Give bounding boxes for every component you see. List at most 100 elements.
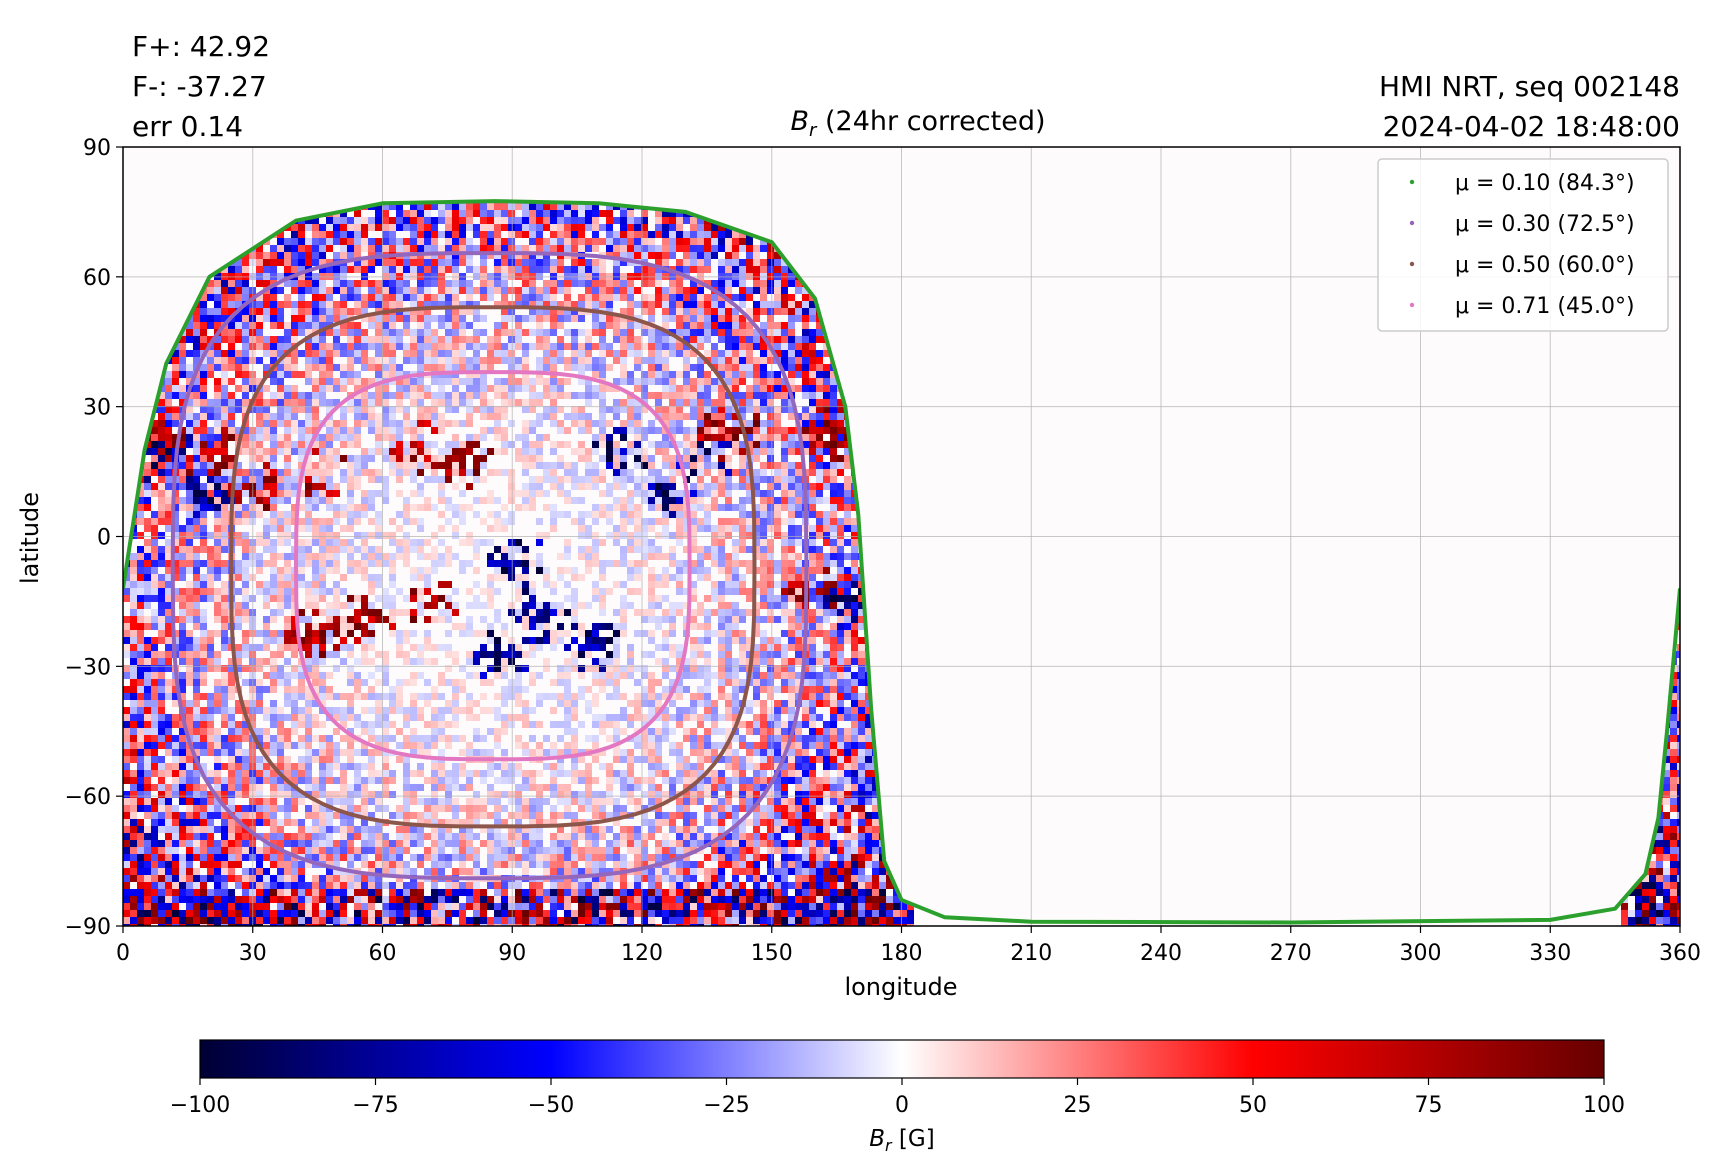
heatmap-cell [340,364,347,371]
heatmap-cell [298,707,305,714]
heatmap-cell [172,511,179,518]
heatmap-cell [473,231,480,238]
heatmap-cell [431,602,438,609]
heatmap-cell [326,763,333,770]
heatmap-cell [298,259,305,266]
heatmap-cell [263,924,270,927]
heatmap-cell [207,819,214,826]
heatmap-cell [410,392,417,399]
heatmap-cell [466,434,473,441]
heatmap-cell [487,238,494,245]
heatmap-cell [298,819,305,826]
heatmap-cell [417,385,424,392]
heatmap-cell [298,742,305,749]
heatmap-cell [424,210,431,217]
heatmap-cell [270,553,277,560]
heatmap-cell [410,882,417,889]
heatmap-cell [284,630,291,637]
heatmap-cell [179,364,186,371]
heatmap-cell [326,448,333,455]
heatmap-cell [480,238,487,245]
heatmap-cell [494,644,501,651]
heatmap-cell [130,826,137,833]
heatmap-cell [466,322,473,329]
heatmap-cell [277,252,284,259]
heatmap-cell [473,371,480,378]
heatmap-cell [396,385,403,392]
heatmap-cell [319,315,326,322]
heatmap-cell [242,854,249,861]
heatmap-cell [277,476,284,483]
heatmap-cell [158,455,165,462]
heatmap-cell [228,427,235,434]
heatmap-cell [473,749,480,756]
heatmap-cell [487,651,494,658]
heatmap-cell [417,245,424,252]
heatmap-cell [207,742,214,749]
heatmap-cell [431,770,438,777]
heatmap-cell [340,385,347,392]
heatmap-cell [501,518,508,525]
heatmap-cell [298,574,305,581]
heatmap-cell [487,812,494,819]
heatmap-cell [452,385,459,392]
heatmap-cell [340,322,347,329]
heatmap-cell [179,854,186,861]
heatmap-cell [389,518,396,525]
heatmap-cell [396,847,403,854]
heatmap-cell [256,903,263,910]
heatmap-cell [256,679,263,686]
heatmap-cell [291,385,298,392]
heatmap-cell [424,602,431,609]
heatmap-cell [473,735,480,742]
heatmap-cell [256,357,263,364]
heatmap-cell [172,595,179,602]
heatmap-cell [431,777,438,784]
heatmap-cell [389,595,396,602]
heatmap-cell [312,581,319,588]
heatmap-cell [242,427,249,434]
heatmap-cell [284,819,291,826]
heatmap-cell [459,322,466,329]
heatmap-cell [368,840,375,847]
heatmap-cell [354,910,361,917]
heatmap-cell [235,469,242,476]
heatmap-cell [333,868,340,875]
heatmap-cell [501,385,508,392]
heatmap-cell [347,763,354,770]
heatmap-cell [130,833,137,840]
heatmap-cell [200,420,207,427]
heatmap-cell [242,504,249,511]
heatmap-cell [179,525,186,532]
heatmap-cell [326,651,333,658]
heatmap-cell [277,882,284,889]
heatmap-cell [417,924,424,927]
heatmap-cell [445,854,452,861]
heatmap-cell [389,777,396,784]
heatmap-cell [417,329,424,336]
heatmap-cell [137,840,144,847]
heatmap-cell [361,707,368,714]
heatmap-cell [214,777,221,784]
heatmap-cell [396,700,403,707]
heatmap-cell [312,259,319,266]
heatmap-cell [473,455,480,462]
heatmap-cell [277,315,284,322]
heatmap-cell [235,567,242,574]
heatmap-cell [298,868,305,875]
heatmap-cell [368,735,375,742]
heatmap-cell [361,595,368,602]
heatmap-cell [277,735,284,742]
heatmap-cell [305,749,312,756]
heatmap-cell [431,819,438,826]
heatmap-cell [158,868,165,875]
heatmap-cell [165,917,172,924]
heatmap-cell [354,392,361,399]
heatmap-cell [333,378,340,385]
heatmap-cell [165,784,172,791]
heatmap-cell [445,742,452,749]
heatmap-cell [375,917,382,924]
heatmap-cell [165,686,172,693]
heatmap-cell [459,819,466,826]
heatmap-cell [305,315,312,322]
